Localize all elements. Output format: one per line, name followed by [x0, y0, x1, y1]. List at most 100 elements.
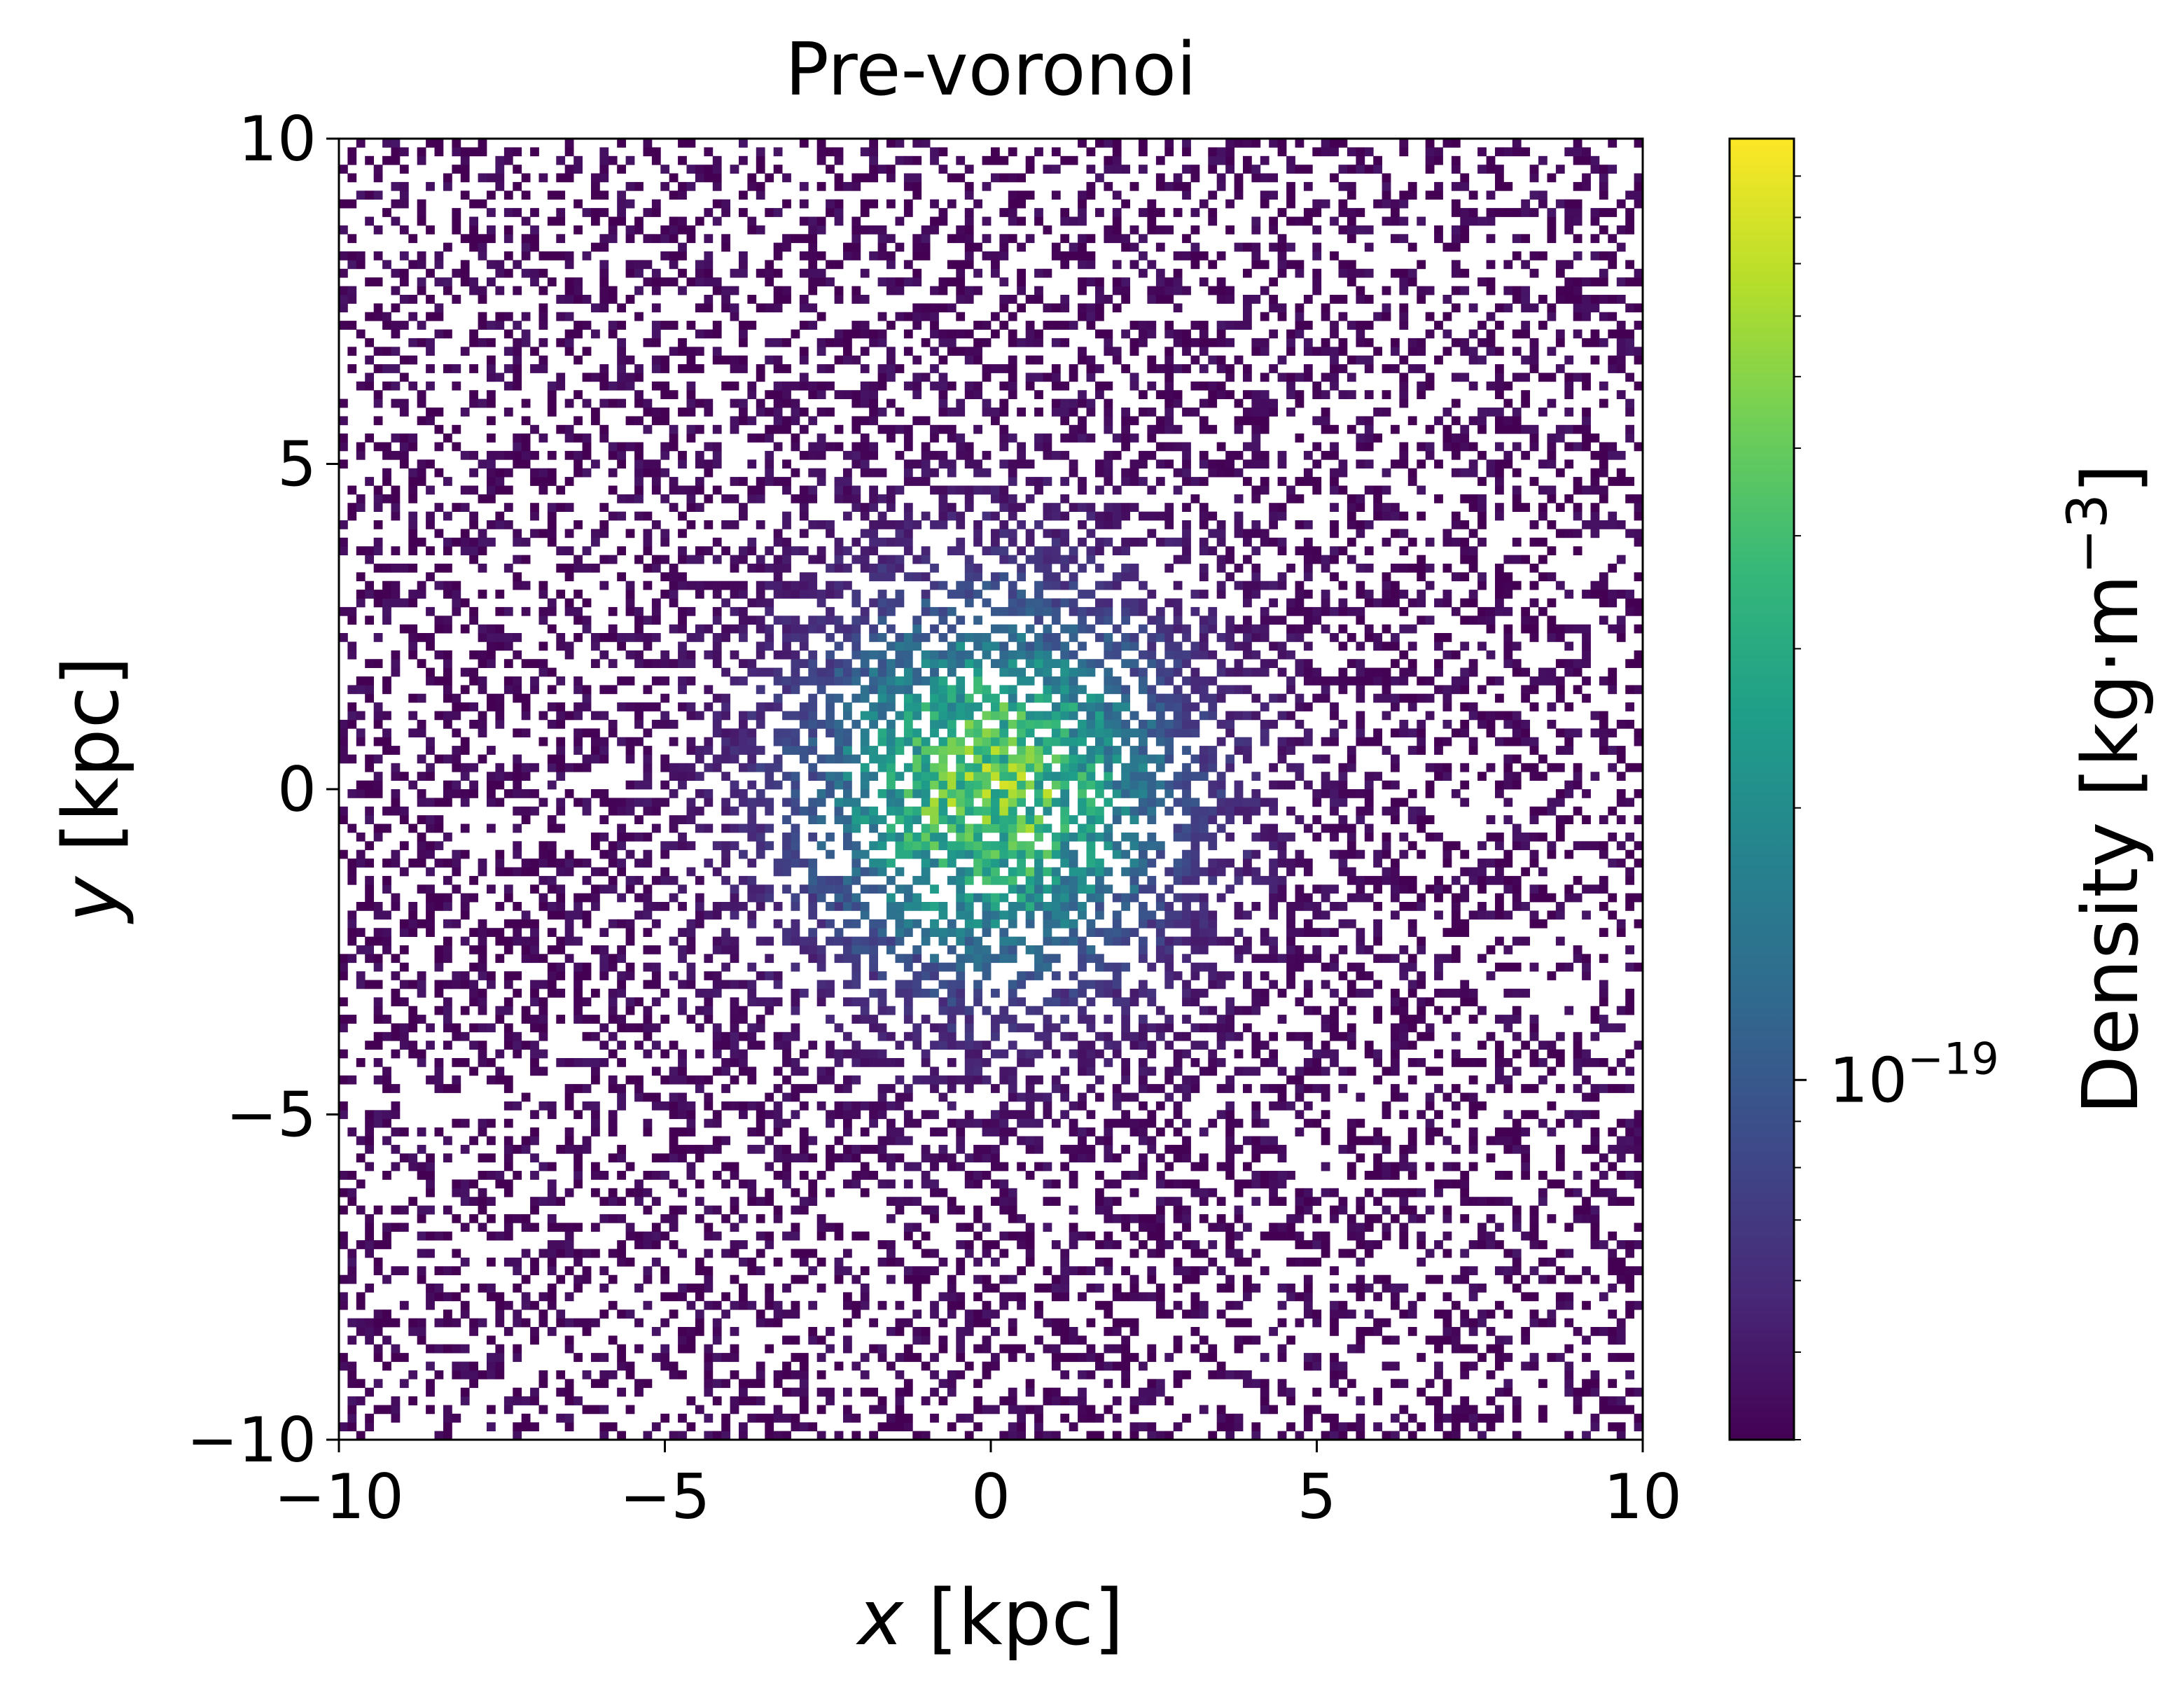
- density-cell: [478, 563, 487, 573]
- density-cell: [547, 450, 557, 460]
- density-cell: [791, 902, 800, 911]
- density-cell: [582, 347, 592, 356]
- density-cell: [747, 1127, 757, 1137]
- density-cell: [503, 1223, 513, 1232]
- density-cell: [643, 537, 653, 547]
- density-cell: [895, 919, 905, 929]
- density-cell: [643, 1300, 653, 1310]
- density-cell: [739, 728, 748, 738]
- density-cell: [513, 165, 522, 174]
- density-cell: [582, 962, 592, 972]
- density-cell: [434, 260, 444, 270]
- density-cell: [460, 1257, 470, 1267]
- density-cell: [373, 711, 383, 721]
- density-cell: [973, 563, 982, 573]
- density-cell: [625, 962, 635, 972]
- density-cell: [365, 893, 374, 903]
- density-cell: [686, 1075, 696, 1085]
- density-cell: [964, 494, 974, 503]
- density-cell: [521, 338, 531, 347]
- density-cell: [678, 1335, 687, 1345]
- density-cell: [1017, 980, 1026, 989]
- density-cell: [399, 190, 409, 200]
- density-cell: [912, 1284, 922, 1293]
- density-cell: [373, 1318, 383, 1328]
- density-cell: [982, 598, 992, 608]
- density-cell: [678, 954, 687, 964]
- density-cell: [564, 1292, 574, 1302]
- density-cell: [912, 373, 922, 382]
- density-cell: [851, 321, 861, 330]
- density-cell: [617, 806, 626, 816]
- density-cell: [704, 1344, 714, 1354]
- density-cell: [599, 286, 609, 296]
- density-cell: [478, 1284, 487, 1293]
- density-cell: [877, 728, 887, 738]
- density-cell: [495, 468, 505, 478]
- density-cell: [460, 823, 470, 833]
- density-cell: [547, 503, 557, 512]
- density-cell: [834, 555, 844, 564]
- density-cell: [1034, 1136, 1043, 1146]
- density-cell: [399, 1300, 409, 1310]
- density-cell: [826, 616, 835, 625]
- density-cell: [1025, 841, 1035, 851]
- density-cell: [712, 841, 722, 851]
- density-cell: [625, 971, 635, 980]
- density-cell: [556, 173, 566, 183]
- density-cell: [921, 754, 931, 764]
- density-cell: [660, 902, 670, 911]
- density-cell: [686, 485, 696, 495]
- density-cell: [834, 295, 844, 304]
- density-cell: [1017, 598, 1026, 608]
- density-cell: [851, 641, 861, 651]
- density-cell: [938, 165, 948, 174]
- density-cell: [669, 234, 679, 244]
- density-cell: [747, 1300, 757, 1310]
- density-cell: [956, 1335, 966, 1345]
- density-cell: [634, 1240, 644, 1249]
- density-cell: [556, 936, 566, 946]
- density-cell: [816, 277, 826, 286]
- density-cell: [365, 1422, 374, 1431]
- density-cell: [921, 1144, 931, 1154]
- density-cell: [1008, 832, 1017, 842]
- density-cell: [556, 884, 566, 894]
- density-cell: [912, 234, 922, 244]
- density-cell: [634, 442, 644, 452]
- density-cell: [669, 260, 679, 270]
- density-cell: [625, 806, 635, 816]
- density-cell: [651, 1231, 661, 1241]
- density-cell: [982, 919, 992, 929]
- density-cell: [956, 702, 966, 711]
- density-cell: [912, 303, 922, 313]
- density-cell: [564, 286, 574, 296]
- density-cell: [347, 641, 357, 651]
- density-cell: [747, 181, 757, 191]
- density-cell: [547, 815, 557, 824]
- density-cell: [417, 286, 426, 296]
- density-cell: [947, 1309, 957, 1319]
- density-cell: [695, 485, 704, 495]
- density-cell: [582, 763, 592, 772]
- density-cell: [816, 251, 826, 260]
- density-cell: [956, 398, 966, 408]
- density-cell: [895, 936, 905, 946]
- density-cell: [860, 329, 870, 339]
- density-cell: [834, 884, 844, 894]
- density-cell: [503, 147, 513, 157]
- density-cell: [686, 555, 696, 564]
- density-cell: [487, 390, 496, 399]
- density-cell: [756, 1249, 765, 1258]
- density-cell: [460, 347, 470, 356]
- density-cell: [903, 806, 913, 816]
- density-cell: [669, 1041, 679, 1050]
- density-cell: [982, 754, 992, 764]
- density-cell: [686, 408, 696, 417]
- density-cell: [973, 841, 982, 851]
- density-cell: [617, 442, 626, 452]
- density-cell: [782, 772, 791, 781]
- density-cell: [921, 1274, 931, 1284]
- density-cell: [834, 893, 844, 903]
- density-cell: [739, 1214, 748, 1223]
